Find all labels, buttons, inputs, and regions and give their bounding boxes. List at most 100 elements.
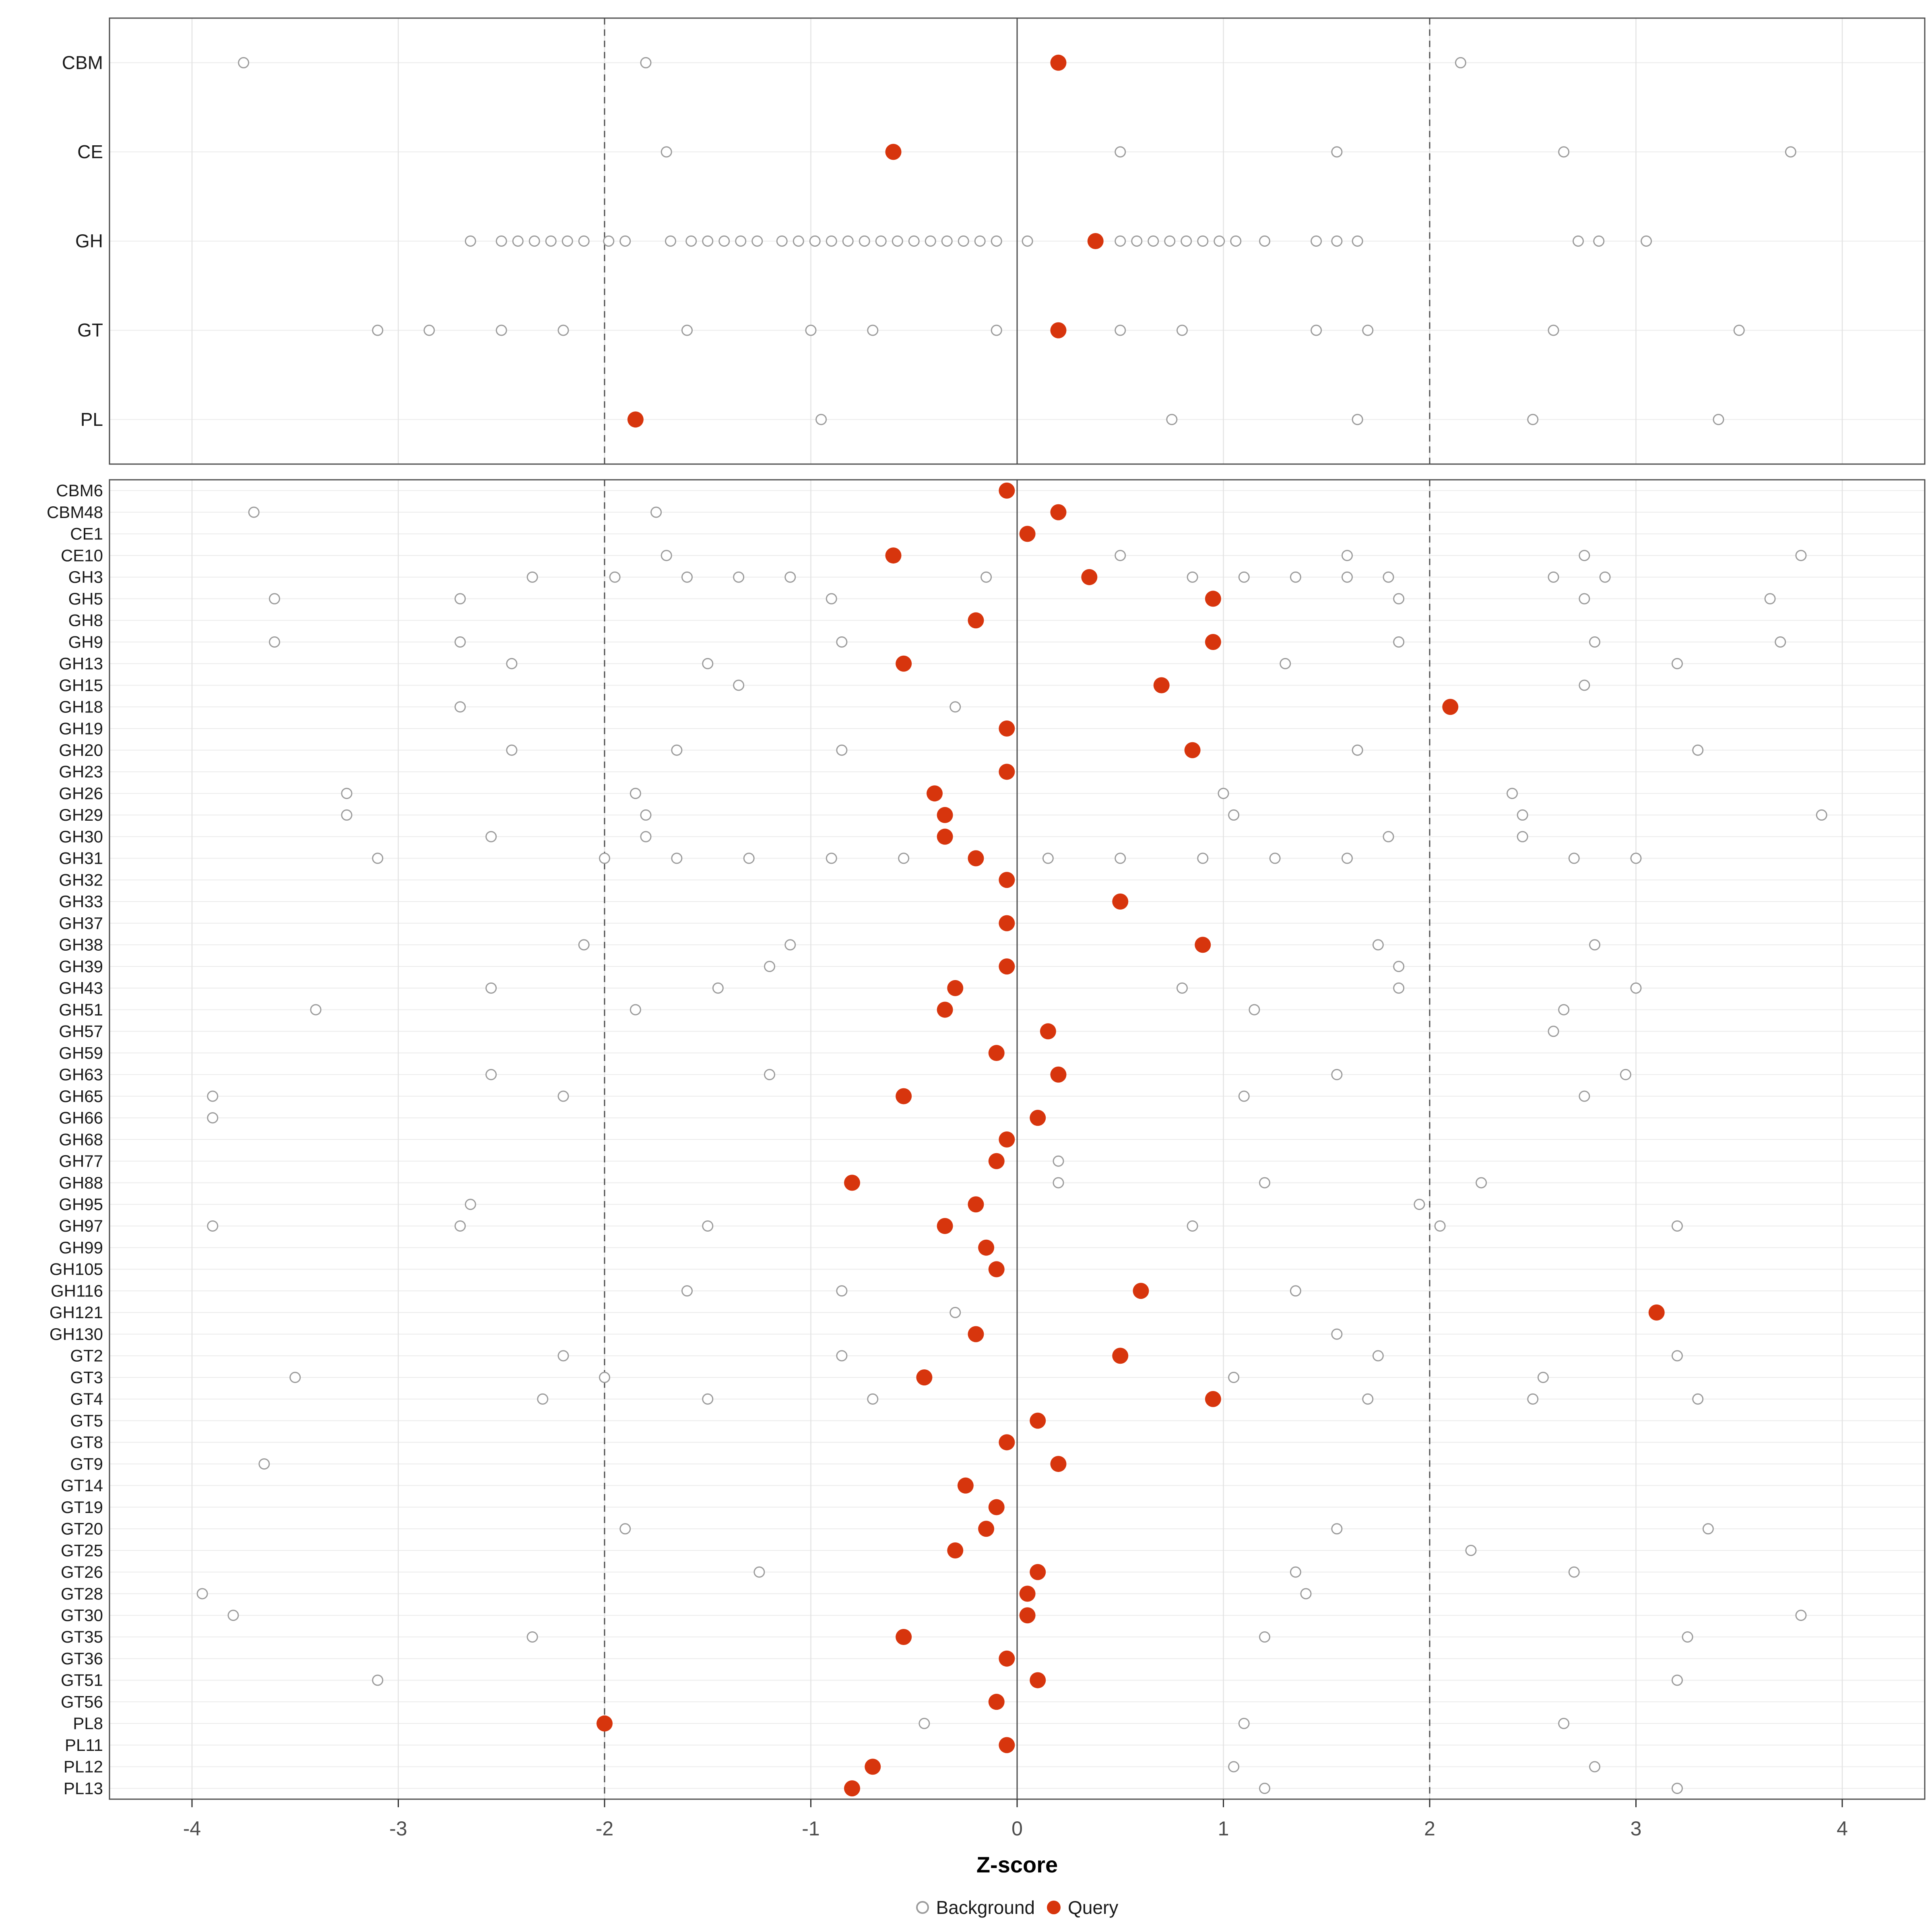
row-label: GH37 xyxy=(59,914,103,933)
background-point xyxy=(908,235,920,247)
row-label: GT19 xyxy=(61,1498,103,1517)
query-point xyxy=(968,850,984,867)
background-point xyxy=(1331,1523,1343,1535)
query-point xyxy=(968,612,984,629)
query-point xyxy=(627,411,644,428)
query-point xyxy=(896,1629,912,1645)
row-label: GH105 xyxy=(50,1260,103,1279)
background-point xyxy=(1131,235,1143,247)
row-label: GH8 xyxy=(68,611,103,630)
background-point xyxy=(599,852,610,864)
background-point xyxy=(454,636,466,648)
background-point xyxy=(1197,235,1209,247)
background-point xyxy=(196,1588,208,1600)
background-point xyxy=(1238,1717,1250,1729)
background-point xyxy=(1620,1069,1631,1080)
background-point xyxy=(578,939,590,951)
row-label: GH57 xyxy=(59,1022,103,1041)
row-label: GH66 xyxy=(59,1108,103,1127)
legend: Background Query xyxy=(109,1897,1925,1918)
background-point xyxy=(1259,1783,1270,1794)
query-point xyxy=(1040,1023,1056,1040)
background-point xyxy=(1589,1761,1600,1773)
query-point xyxy=(1030,1412,1046,1429)
row-label: GH9 xyxy=(68,632,103,651)
background-point xyxy=(1022,235,1033,247)
query-point xyxy=(844,1174,860,1191)
background-point xyxy=(1228,1761,1240,1773)
background-point xyxy=(1115,852,1126,864)
background-point xyxy=(1177,324,1188,336)
row-label: GH95 xyxy=(59,1195,103,1214)
background-point xyxy=(650,506,662,518)
background-point xyxy=(661,146,672,158)
background-point xyxy=(1214,235,1225,247)
background-point xyxy=(809,235,821,247)
legend-item-background: Background xyxy=(916,1897,1035,1918)
row-label: PL12 xyxy=(64,1757,103,1776)
query-point xyxy=(1030,1672,1046,1688)
background-point xyxy=(826,235,837,247)
background-point xyxy=(1053,1177,1064,1189)
background-point xyxy=(1573,235,1584,247)
query-point xyxy=(1087,233,1104,249)
background-point xyxy=(1733,324,1745,336)
query-point xyxy=(947,1542,964,1559)
background-point xyxy=(1672,1783,1683,1794)
row-label: GT28 xyxy=(61,1584,103,1603)
background-point xyxy=(1290,571,1301,583)
background-point xyxy=(506,658,518,669)
background-point xyxy=(1692,744,1704,756)
query-legend-marker-icon xyxy=(1047,1901,1061,1914)
families-panel: CBM6 CBM48 CE1 CE10 GH3 GH5 GH8 GH9 GH13 GH15 GH18… xyxy=(47,479,1926,1800)
background-point xyxy=(1342,571,1353,583)
query-point xyxy=(937,828,953,845)
background-point xyxy=(836,744,848,756)
background-point xyxy=(784,939,796,951)
row-label: GT5 xyxy=(70,1411,103,1430)
background-point xyxy=(1641,235,1652,247)
background-point xyxy=(495,324,507,336)
row-label: GT20 xyxy=(61,1519,103,1538)
background-point xyxy=(485,982,497,994)
background-point xyxy=(578,235,590,247)
background-point xyxy=(1672,1350,1683,1362)
query-point xyxy=(865,1759,881,1775)
query-point xyxy=(1184,742,1201,758)
background-point xyxy=(1187,1220,1198,1232)
background-point xyxy=(1527,1393,1539,1405)
row-label: GH97 xyxy=(59,1216,103,1235)
row-label: CE10 xyxy=(61,546,103,565)
query-point xyxy=(896,655,912,672)
background-point xyxy=(310,1004,322,1016)
background-point xyxy=(1352,414,1363,425)
background-point xyxy=(1593,235,1605,247)
query-point xyxy=(1050,504,1067,520)
background-point xyxy=(1166,414,1178,425)
row-label: GH68 xyxy=(59,1130,103,1149)
axis-tick-label: 2 xyxy=(1424,1817,1435,1840)
background-point xyxy=(526,1631,538,1643)
background-point xyxy=(640,57,652,68)
background-point xyxy=(925,235,936,247)
row-label: GT35 xyxy=(61,1627,103,1646)
background-point xyxy=(1476,1177,1487,1189)
row-label: GT9 xyxy=(70,1454,103,1473)
query-point xyxy=(1153,677,1170,694)
background-point xyxy=(836,1285,848,1297)
background-point xyxy=(464,235,476,247)
background-point xyxy=(1579,679,1590,691)
background-point xyxy=(702,235,714,247)
row-label: GH13 xyxy=(59,654,103,673)
query-point xyxy=(885,547,902,564)
background-point xyxy=(1259,1631,1270,1643)
background-point xyxy=(1775,636,1786,648)
background-point xyxy=(1342,852,1353,864)
background-point xyxy=(1280,658,1291,669)
background-point xyxy=(557,1350,569,1362)
query-point xyxy=(937,1218,953,1234)
background-point xyxy=(454,701,466,713)
background-point xyxy=(1630,852,1642,864)
background-point xyxy=(1692,1393,1704,1405)
